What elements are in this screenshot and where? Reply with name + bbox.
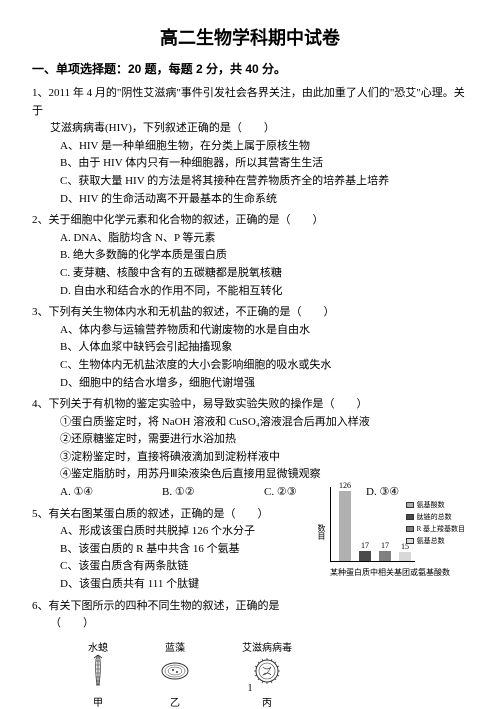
virus-icon bbox=[253, 657, 281, 685]
cyanobacteria-icon bbox=[160, 661, 190, 681]
exam-title: 高二生物学科期中试卷 bbox=[32, 24, 468, 50]
q2-option-a: A. DNA、脂肪均含 N、P 等元素 bbox=[32, 230, 468, 248]
chart-bar-3: 15 bbox=[399, 552, 411, 561]
q3-option-a: A、体内参与运输营养物质和代谢废物的水是自由水 bbox=[32, 322, 468, 340]
q2-stem: 2、关于细胞中化学元素和化合物的叙述，正确的是（ ） bbox=[32, 212, 468, 230]
cyano-label: 乙 bbox=[160, 694, 190, 709]
legend-item-3: 氨基总数 bbox=[406, 536, 465, 546]
question-2: 2、关于细胞中化学元素和化合物的叙述，正确的是（ ） A. DNA、脂肪均含 N… bbox=[32, 212, 468, 300]
organism-hydra: 水螅 甲 bbox=[88, 639, 108, 709]
q1-option-b: B、由于 HIV 体内只有一种细胞器，所以其营寄生生活 bbox=[32, 155, 468, 173]
organism-hiv: 艾滋病病毒 丙 bbox=[242, 639, 292, 709]
q2-option-b: B. 绝大多数酶的化学本质是蛋白质 bbox=[32, 247, 468, 265]
chart-bar-2-label: 17 bbox=[375, 541, 395, 550]
q2-option-d: D. 自由水和结合水的作用不同，不能相互转化 bbox=[32, 283, 468, 301]
question-3: 3、下列有关生物体内水和无机盐的叙述，不正确的是（ ） A、体内参与运输营养物质… bbox=[32, 304, 468, 392]
q3-option-c: C、生物体内无机盐浓度的大小会影响细胞的吸水或失水 bbox=[32, 357, 468, 375]
page-number: 1 bbox=[0, 683, 500, 694]
q4-stem: 4、下列关于有机物的鉴定实验中，易导致实验失败的操作是（ ） bbox=[32, 396, 468, 414]
hiv-name: 艾滋病病毒 bbox=[242, 639, 292, 651]
q3-stem: 3、下列有关生物体内水和无机盐的叙述，不正确的是（ ） bbox=[32, 304, 468, 322]
q1-stem-line1: 1、2011 年 4 月的"阴性艾滋病"事件引发社会各界关注，由此加重了人们的"… bbox=[32, 85, 468, 120]
chart-ylabel: 数目 bbox=[316, 524, 327, 540]
section-header: 一、单项选择题：20 题，每题 2 分，共 40 分。 bbox=[32, 60, 468, 77]
q4-sub1: ①蛋白质鉴定时，将 NaOH 溶液和 CuSO₄溶液混合后再加入样液 bbox=[32, 414, 468, 432]
q4-sub3: ③淀粉鉴定时，直接将碘液滴加到淀粉样液中 bbox=[32, 449, 468, 467]
q4-option-b: B. ①② bbox=[162, 484, 264, 502]
legend-item-0: 氨基酸数 bbox=[406, 500, 465, 510]
cyano-name: 蓝藻 bbox=[160, 639, 190, 651]
chart-axes: 126 17 17 15 bbox=[330, 487, 415, 562]
chart-legend: 氨基酸数 肽链的总数 R 基上羧基数目 氨基总数 bbox=[406, 500, 465, 548]
organism-images: 水螅 甲 蓝藻 乙 艾滋病病毒 丙 bbox=[32, 639, 468, 709]
protein-chart: 数目 126 17 17 15 氨基酸数 肽链的总数 R 基上羧基数目 氨基总数… bbox=[310, 475, 465, 580]
question-1: 1、2011 年 4 月的"阴性艾滋病"事件引发社会各界关注，由此加重了人们的"… bbox=[32, 85, 468, 208]
chart-bar-0: 126 bbox=[339, 491, 351, 561]
chart-xlabel: 某种蛋白质中相关基团或氨基酸数 bbox=[320, 567, 460, 578]
hydra-name: 水螅 bbox=[88, 639, 108, 651]
chart-bar-1-label: 17 bbox=[355, 541, 375, 550]
q1-option-c: C、获取大量 HIV 的方法是将其接种在营养物质齐全的培养基上培养 bbox=[32, 173, 468, 191]
q6-stem-line1: 6、有关下图所示的四种不同生物的叙述，正确的是 bbox=[32, 598, 468, 616]
chart-bar-0-label: 126 bbox=[335, 481, 355, 490]
q1-stem-line2: 艾滋病病毒(HIV)，下列叙述正确的是（ ） bbox=[32, 120, 468, 138]
q4-sub2: ②还原糖鉴定时，需要进行水浴加热 bbox=[32, 431, 468, 449]
q2-option-c: C. 麦芽糖、核酸中含有的五碳糖都是脱氧核糖 bbox=[32, 265, 468, 283]
hydra-label: 甲 bbox=[88, 694, 108, 709]
q4-option-a: A. ①④ bbox=[60, 484, 162, 502]
chart-bar-2: 17 bbox=[379, 551, 391, 561]
q3-option-b: B、人体血浆中缺钙会引起抽搐现象 bbox=[32, 339, 468, 357]
question-6: 6、有关下图所示的四种不同生物的叙述，正确的是 （ ） bbox=[32, 598, 468, 633]
q1-option-a: A、HIV 是一种单细胞生物，在分类上属于原核生物 bbox=[32, 138, 468, 156]
q1-option-d: D、HIV 的生命活动离不开最基本的生命系统 bbox=[32, 191, 468, 209]
organism-cyanobacteria: 蓝藻 乙 bbox=[160, 639, 190, 709]
chart-bar-1: 17 bbox=[359, 551, 371, 561]
q6-stem-line2: （ ） bbox=[32, 615, 468, 633]
legend-item-1: 肽链的总数 bbox=[406, 512, 465, 522]
legend-item-2: R 基上羧基数目 bbox=[406, 524, 465, 534]
q3-option-d: D、细胞中的结合水增多，细胞代谢增强 bbox=[32, 375, 468, 393]
hiv-label: 丙 bbox=[242, 694, 292, 709]
